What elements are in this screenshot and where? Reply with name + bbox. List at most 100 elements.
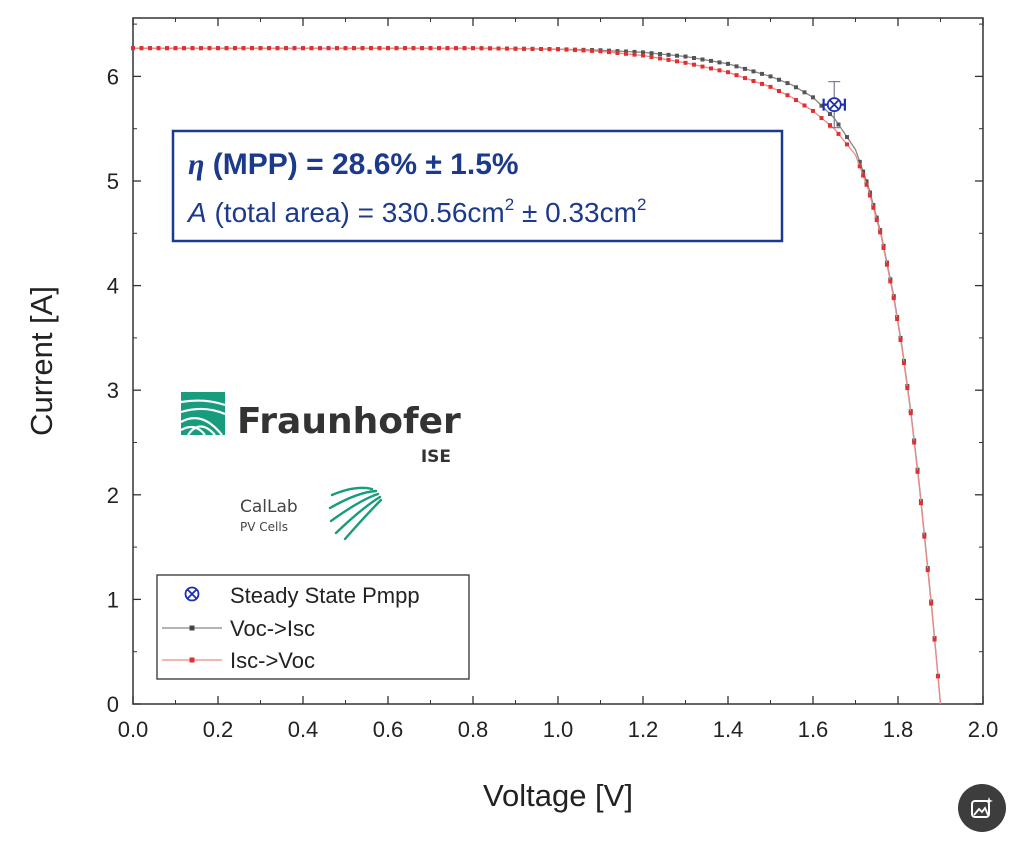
series-isc-voc-point	[785, 93, 790, 98]
series-isc-voc-point	[649, 54, 654, 59]
series-voc-isc-point	[819, 103, 824, 108]
series-isc-voc-point	[216, 46, 220, 51]
efficiency-line: η (MPP) = 28.6% ± 1.5%	[188, 148, 519, 181]
series-isc-voc-point	[717, 68, 722, 73]
series-voc-isc-point	[692, 55, 696, 60]
series-isc-voc-point	[199, 46, 203, 51]
efficiency-annotation: η (MPP) = 28.6% ± 1.5% A (total area) = …	[171, 129, 784, 243]
series-voc-isc-point	[836, 122, 841, 127]
series-isc-voc-point	[828, 123, 832, 128]
series-isc-voc-point	[777, 89, 781, 94]
series-voc-isc-point	[811, 95, 815, 100]
series-isc-voc-point	[845, 142, 849, 147]
callab-swoosh-icon	[328, 486, 383, 541]
series-isc-voc-point	[857, 164, 862, 169]
image-sparkle-icon[interactable]	[958, 784, 1006, 832]
x-tick-label: 1.0	[543, 717, 574, 742]
series-isc-voc-point	[488, 46, 492, 51]
series-isc-voc-point	[864, 182, 869, 187]
series-voc-isc-point	[734, 64, 739, 69]
series-isc-voc-point	[632, 52, 637, 57]
series-isc-voc-point	[700, 64, 705, 69]
series-voc-isc-point	[871, 203, 876, 208]
series-isc-voc-point	[148, 46, 152, 51]
series-layer	[131, 46, 942, 705]
series-isc-voc-point	[233, 46, 237, 51]
series-isc-voc-point	[369, 46, 373, 51]
area-sup-2: 2	[637, 195, 646, 214]
series-isc-voc-point	[598, 49, 603, 54]
series-isc-voc-point	[139, 46, 144, 51]
series-isc-voc-point	[590, 48, 594, 53]
series-voc-isc-point	[683, 54, 688, 59]
series-isc-voc-point	[292, 46, 297, 51]
series-voc-isc-point	[649, 51, 654, 56]
series-isc-voc-point	[394, 46, 399, 51]
series-isc-voc-point	[802, 103, 807, 108]
series-isc-voc-point	[165, 46, 169, 51]
series-isc-voc-point	[241, 46, 246, 51]
annotation-box	[171, 129, 784, 243]
series-isc-voc-point	[901, 361, 906, 366]
series-isc-voc-point	[454, 46, 458, 51]
series-isc-voc-point	[895, 317, 900, 322]
image-sparkle-glyph	[971, 797, 993, 818]
area-value-1: (total area) = 330.56cm	[207, 197, 505, 228]
series-isc-voc-point	[411, 46, 416, 51]
y-tick-label: 2	[107, 483, 119, 508]
series-isc-voc-point	[811, 108, 815, 113]
x-tick-label: 1.6	[798, 717, 829, 742]
y-axis-ticks: 0 1 2 3 4 5 6	[107, 23, 983, 717]
series-isc-voc-point	[683, 60, 688, 65]
series-isc-voc-point	[581, 48, 586, 53]
series-isc-voc-point	[884, 262, 889, 267]
series-isc-voc-point	[182, 46, 186, 51]
series-isc-voc-point	[692, 62, 696, 67]
series-isc-voc-point	[386, 46, 390, 51]
series-isc-voc-point	[471, 46, 475, 51]
area-symbol: A	[186, 197, 207, 228]
y-tick-label: 0	[107, 692, 119, 717]
fraunhofer-mark	[181, 392, 225, 435]
series-isc-voc-point	[932, 637, 937, 642]
x-tick-label: 1.4	[713, 717, 744, 742]
series-isc-voc-point	[935, 674, 940, 679]
series-isc-voc-point	[925, 568, 930, 573]
y-tick-label: 1	[107, 587, 119, 612]
series-isc-voc-point	[915, 469, 920, 474]
series-isc-voc-point	[658, 56, 662, 61]
series-isc-voc-point	[888, 279, 893, 284]
series-isc-voc-point	[207, 46, 212, 51]
series-voc-isc-point	[658, 52, 662, 57]
y-tick-label: 3	[107, 378, 119, 403]
y-tick-label: 4	[107, 274, 119, 299]
series-isc-voc-point	[734, 73, 739, 78]
mpp-marker-group	[822, 81, 846, 129]
series-isc-voc-point	[881, 245, 886, 250]
x-tick-label: 0.0	[118, 717, 149, 742]
series-isc-voc-point	[224, 46, 229, 51]
series-isc-voc-point	[156, 46, 161, 51]
series-voc-isc-point	[675, 53, 679, 58]
legend-label-mpp: Steady State Pmpp	[230, 583, 420, 608]
series-isc-voc-point	[360, 46, 365, 51]
x-tick-label: 2.0	[968, 717, 999, 742]
series-voc-isc-point	[768, 74, 773, 79]
series-isc-voc-point	[675, 59, 679, 64]
series-isc-voc-point	[539, 46, 543, 51]
series-isc-voc-point	[929, 601, 934, 606]
legend-box	[156, 574, 470, 680]
x-tick-label: 1.2	[628, 717, 659, 742]
series-isc-voc-point	[462, 46, 467, 51]
series-isc-voc-point	[267, 46, 271, 51]
series-isc-voc-point	[250, 46, 254, 51]
legend-isc-voc-swatch	[162, 657, 222, 663]
series-voc-isc-point	[700, 57, 705, 62]
area-sup-1: 2	[505, 195, 514, 214]
series-voc-isc-point	[794, 85, 798, 90]
series-isc-voc-point	[564, 47, 569, 52]
mpp-marker-cross	[829, 99, 840, 110]
series-isc-voc-point	[513, 46, 518, 51]
series-voc-isc-point	[760, 71, 764, 76]
